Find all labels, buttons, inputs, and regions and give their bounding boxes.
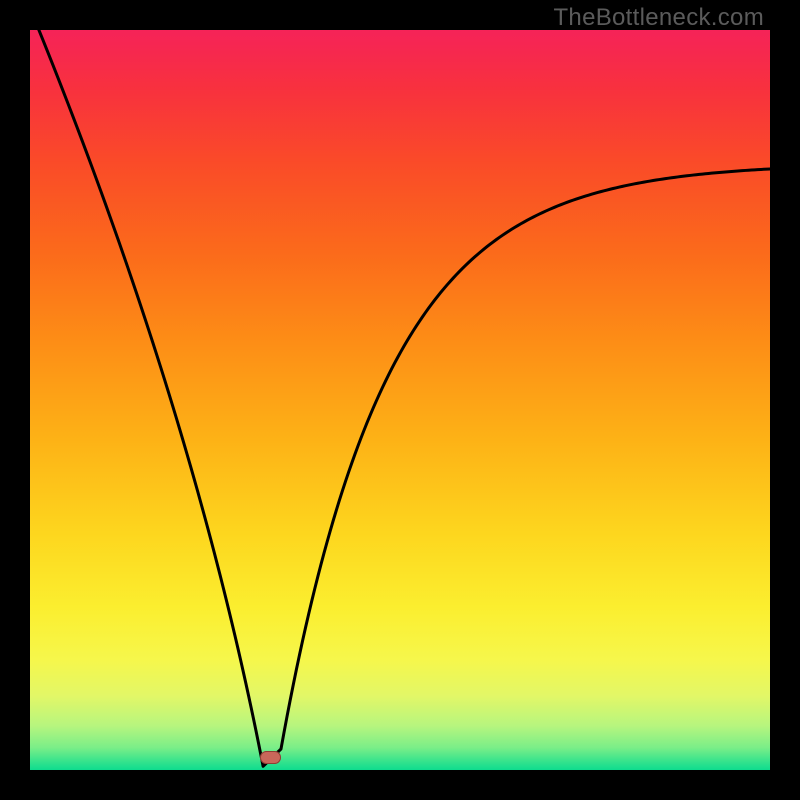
watermark-text: TheBottleneck.com bbox=[553, 4, 764, 32]
curve-svg bbox=[30, 30, 770, 770]
plot-area bbox=[30, 30, 770, 770]
bottleneck-curve bbox=[37, 30, 770, 766]
optimal-point-marker bbox=[260, 751, 281, 764]
canvas-root: TheBottleneck.com bbox=[0, 0, 800, 800]
